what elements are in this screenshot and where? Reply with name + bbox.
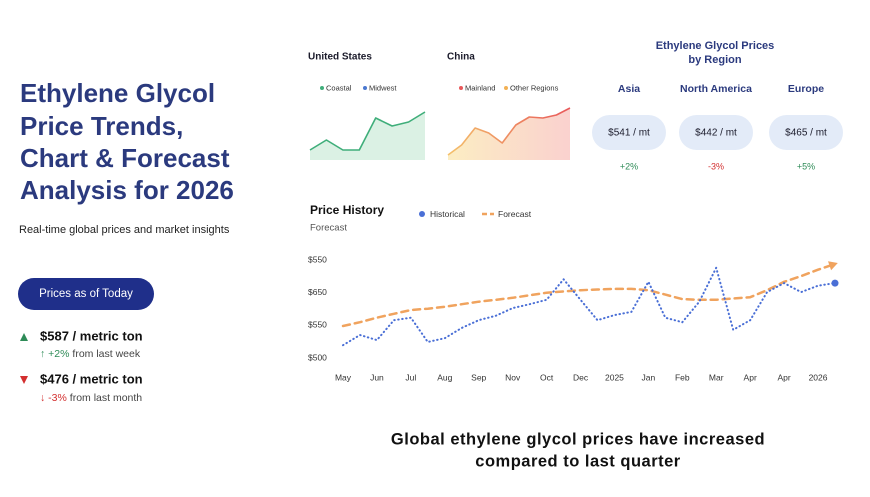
region-price: $541 / mt — [608, 128, 650, 139]
x-tick-label: Jul — [405, 372, 416, 382]
change-line: ↑ +2% from last week — [40, 348, 141, 360]
arrow: ↓ — [40, 392, 45, 404]
title-line: Ethylene Glycol — [20, 78, 215, 108]
legend-label: Forecast — [498, 209, 532, 219]
y-tick-label: $550 — [308, 254, 327, 264]
title-line: Chart & Forecast — [20, 143, 230, 173]
line — [309, 111, 426, 151]
x-tick-label: Dec — [573, 372, 589, 382]
area — [310, 112, 425, 160]
price-pill — [679, 115, 753, 150]
up-icon — [20, 333, 28, 341]
region-change: +5% — [797, 161, 815, 171]
change: +2% — [48, 348, 69, 360]
change: -3% — [48, 392, 67, 404]
price-pill — [769, 115, 843, 150]
x-tick-label: Aug — [437, 372, 452, 382]
price: $476 / metric ton — [40, 371, 143, 386]
legend-label: Mainland — [465, 83, 495, 92]
region-price: $465 / mt — [785, 128, 827, 139]
x-tick-label: Feb — [675, 372, 690, 382]
period: from last month — [70, 392, 143, 404]
chart-subtitle: Forecast — [310, 223, 347, 234]
footer-line: compared to last quarter — [475, 452, 681, 470]
footer-line: Global ethylene glycol prices have incre… — [391, 430, 765, 448]
legend-dot — [459, 86, 463, 90]
line — [342, 266, 836, 347]
region-name: North America — [680, 83, 752, 95]
line — [447, 107, 571, 156]
region-name: Europe — [788, 83, 824, 95]
regions-title: Ethylene Glycol Prices — [656, 40, 775, 52]
x-tick-label: Jan — [642, 372, 656, 382]
x-tick-label: Oct — [540, 372, 554, 382]
y-tick-label: $550 — [308, 320, 327, 330]
period: from last week — [72, 348, 140, 360]
prices-button[interactable]: Prices as of Today — [18, 278, 154, 310]
footer: Global ethylene glycol prices have incre… — [391, 430, 765, 470]
x-tick-label: May — [335, 372, 352, 382]
button-bg[interactable] — [18, 278, 154, 310]
y-tick-label: $500 — [308, 352, 327, 362]
arrow: ↑ — [40, 348, 45, 360]
price-pill — [592, 115, 666, 150]
legend-label: Coastal — [326, 83, 352, 92]
title-line: Analysis for 2026 — [20, 175, 234, 205]
x-tick-label: Apr — [744, 372, 757, 382]
x-tick-label: Sep — [471, 372, 486, 382]
title-line: Price Trends, — [20, 111, 183, 141]
arrow-head — [828, 261, 838, 271]
x-tick-label: 2026 — [809, 372, 828, 382]
price-list: $587 / metric ton ↑ +2% from last week $… — [20, 328, 143, 404]
region-change: +2% — [620, 161, 638, 171]
y-tick-label: $650 — [308, 287, 327, 297]
header: Ethylene Glycol Price Trends, Chart & Fo… — [19, 78, 234, 236]
legend-label: Other Regions — [510, 83, 559, 92]
legend-dot — [419, 211, 425, 217]
down-icon — [20, 376, 28, 384]
line — [341, 262, 837, 328]
x-tick-label: Nov — [505, 372, 521, 382]
legend-label: Historical — [430, 209, 465, 219]
subtitle: Real-time global prices and market insig… — [19, 224, 230, 236]
legend-dot — [320, 86, 324, 90]
chart-title: China — [447, 52, 475, 63]
x-tick-label: Apr — [777, 372, 790, 382]
chart-title: United States — [308, 52, 372, 63]
regions: Ethylene Glycol Prices by Region — [656, 40, 775, 66]
legend-dot — [363, 86, 367, 90]
x-tick-label: Jun — [370, 372, 384, 382]
end-dot — [831, 279, 839, 287]
price: $587 / metric ton — [40, 328, 143, 343]
region-price: $442 / mt — [695, 128, 737, 139]
chart-title: Price History — [310, 203, 384, 217]
button-label[interactable]: Prices as of Today — [39, 288, 133, 300]
region-change: -3% — [708, 161, 724, 171]
x-tick-label: Mar — [709, 372, 724, 382]
legend-label: Midwest — [369, 83, 397, 92]
legend-dot — [504, 86, 508, 90]
change-line: ↓ -3% from last month — [40, 392, 142, 404]
regions-title: by Region — [688, 54, 741, 66]
region-name: Asia — [618, 83, 640, 95]
x-tick-label: 2025 — [605, 372, 624, 382]
